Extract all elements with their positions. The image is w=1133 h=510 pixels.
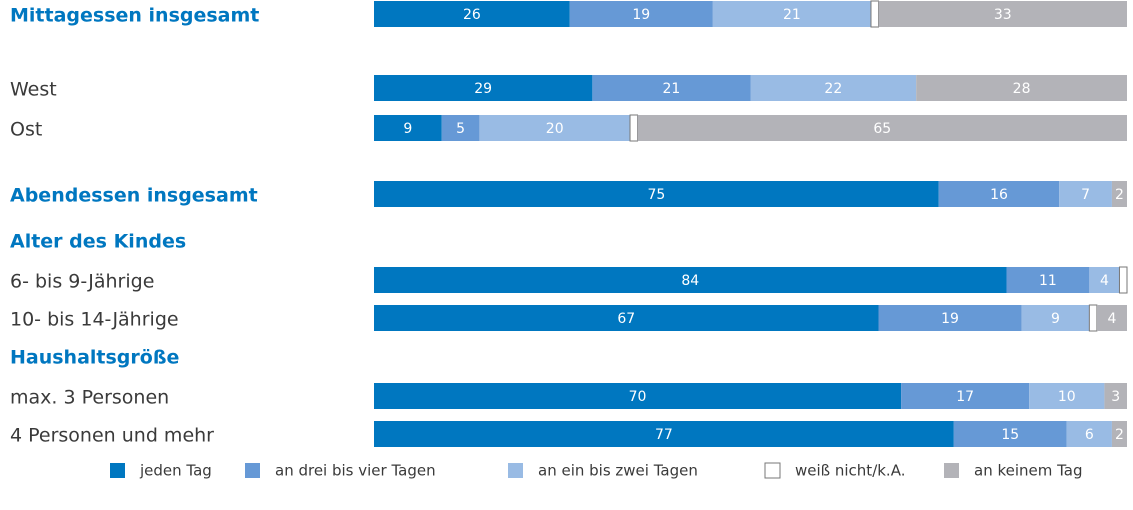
- bar-segment: [374, 115, 442, 141]
- bar-segment: [1021, 305, 1090, 331]
- value-label: 5: [456, 121, 465, 137]
- bar-segment: [1089, 267, 1120, 293]
- bar-segment: [374, 267, 1007, 293]
- value-label: 21: [783, 7, 801, 23]
- bar-segment: [1096, 305, 1127, 331]
- legend-swatch: [508, 463, 523, 478]
- bar-segment: [953, 421, 1067, 447]
- value-label: 21: [663, 81, 681, 97]
- category-label: 6- bis 9-Jährige: [10, 271, 154, 293]
- category-label: max. 3 Personen: [10, 387, 169, 409]
- bar-segment: [870, 0, 880, 28]
- legend-label: an drei bis vier Tagen: [275, 462, 436, 480]
- value-label: 33: [994, 7, 1012, 23]
- bar-segment: [374, 1, 570, 27]
- bar-segment: [637, 115, 1127, 141]
- value-label: 11: [1039, 273, 1057, 289]
- category-label: Haushaltsgröße: [10, 347, 179, 369]
- category-label: Ost: [10, 119, 42, 141]
- bar-segment: [712, 1, 871, 27]
- value-label: 9: [1051, 311, 1060, 327]
- value-label: 75: [647, 187, 665, 203]
- bar-segment: [441, 115, 480, 141]
- category-label: Alter des Kindes: [10, 231, 186, 253]
- value-label: 20: [546, 121, 564, 137]
- bar-segment: [901, 383, 1030, 409]
- legend-swatch: [110, 463, 125, 478]
- value-label: 15: [1001, 427, 1019, 443]
- value-label: 29: [474, 81, 492, 97]
- legend-label: an keinem Tag: [974, 462, 1083, 480]
- category-label: Abendessen insgesamt: [10, 185, 258, 207]
- value-label: 28: [1013, 81, 1031, 97]
- value-label: 77: [655, 427, 673, 443]
- legend-label: jeden Tag: [139, 462, 212, 480]
- bar-segment: [878, 1, 1127, 27]
- bar-segment: [1088, 304, 1098, 332]
- value-label: 9: [403, 121, 412, 137]
- legend-label: an ein bis zwei Tagen: [538, 462, 698, 480]
- value-label: 22: [824, 81, 842, 97]
- bar-segment: [1111, 181, 1127, 207]
- bar-segment: [374, 181, 939, 207]
- bar-segment: [374, 383, 902, 409]
- bar-segment: [1118, 266, 1128, 294]
- value-label: 19: [941, 311, 959, 327]
- bar-segment: [374, 305, 879, 331]
- bar-segment: [750, 75, 917, 101]
- bar-segment: [592, 75, 751, 101]
- value-label: 6: [1085, 427, 1094, 443]
- value-label: 3: [1111, 389, 1120, 405]
- bar-segment: [374, 421, 954, 447]
- bar-segment: [916, 75, 1127, 101]
- bar-segment: [1059, 181, 1112, 207]
- bar-segment: [878, 305, 1022, 331]
- bar-segment: [938, 181, 1060, 207]
- bar-segment: [374, 75, 593, 101]
- bar-segment: [569, 1, 713, 27]
- legend-label: weiß nicht/k.A.: [795, 462, 905, 480]
- value-label: 2: [1115, 187, 1124, 203]
- bar-segment: [629, 114, 639, 142]
- category-label: 4 Personen und mehr: [10, 425, 214, 447]
- bar-segment: [1111, 421, 1127, 447]
- bar-segment: [1104, 383, 1127, 409]
- value-label: 7: [1081, 187, 1090, 203]
- bar-segment: [1066, 421, 1112, 447]
- legend-swatch: [764, 462, 781, 479]
- value-label: 67: [617, 311, 635, 327]
- value-label: 4: [1107, 311, 1116, 327]
- value-label: 10: [1058, 389, 1076, 405]
- legend-swatch: [944, 463, 959, 478]
- value-label: 4: [1100, 273, 1109, 289]
- bar-segment: [1029, 383, 1105, 409]
- value-label: 16: [990, 187, 1008, 203]
- value-label: 65: [873, 121, 891, 137]
- value-label: 84: [681, 273, 699, 289]
- value-label: 19: [632, 7, 650, 23]
- value-label: 26: [463, 7, 481, 23]
- category-label: Mittagessen insgesamt: [10, 5, 259, 27]
- bar-segment: [479, 115, 631, 141]
- category-label: West: [10, 79, 57, 101]
- value-label: 17: [956, 389, 974, 405]
- bar-segment: [1006, 267, 1090, 293]
- value-label: 70: [629, 389, 647, 405]
- legend-swatch: [245, 463, 260, 478]
- value-label: 2: [1115, 427, 1124, 443]
- category-label: 10- bis 14-Jährige: [10, 309, 179, 331]
